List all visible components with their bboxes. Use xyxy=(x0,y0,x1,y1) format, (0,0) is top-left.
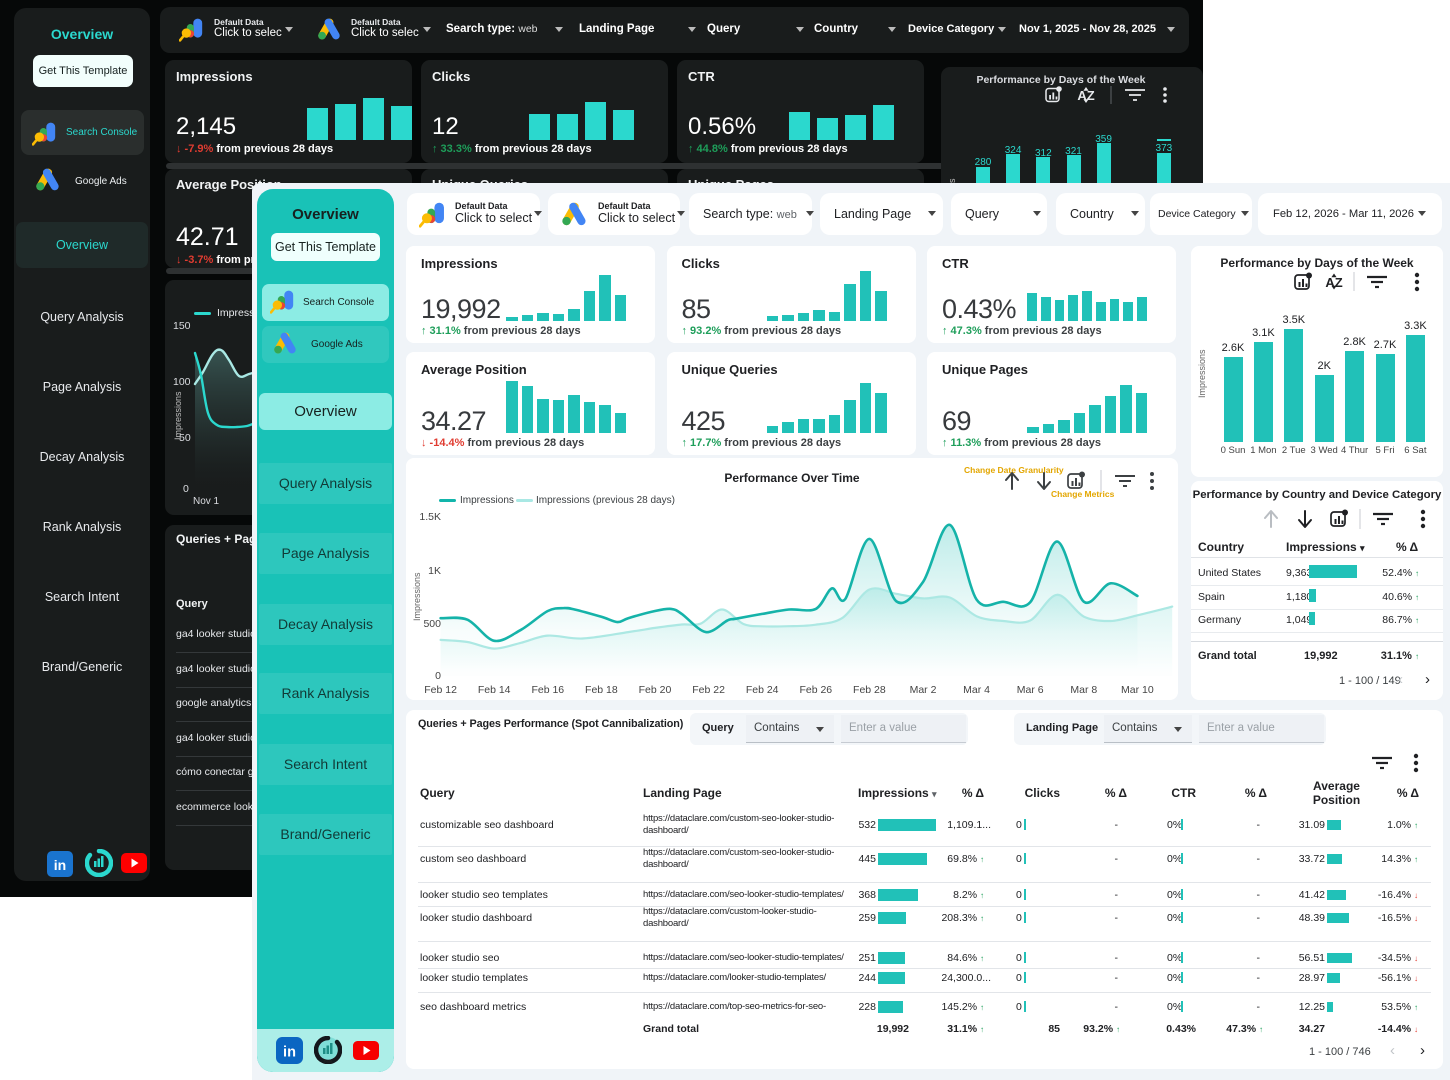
svg-text:AZ: AZ xyxy=(1325,275,1342,290)
svg-text:Data: Data xyxy=(324,1059,333,1064)
svg-text:in: in xyxy=(283,1045,296,1061)
svg-text:in: in xyxy=(54,857,66,873)
svg-text:clare: clare xyxy=(95,872,104,877)
svg-text:AZ: AZ xyxy=(1077,88,1094,103)
